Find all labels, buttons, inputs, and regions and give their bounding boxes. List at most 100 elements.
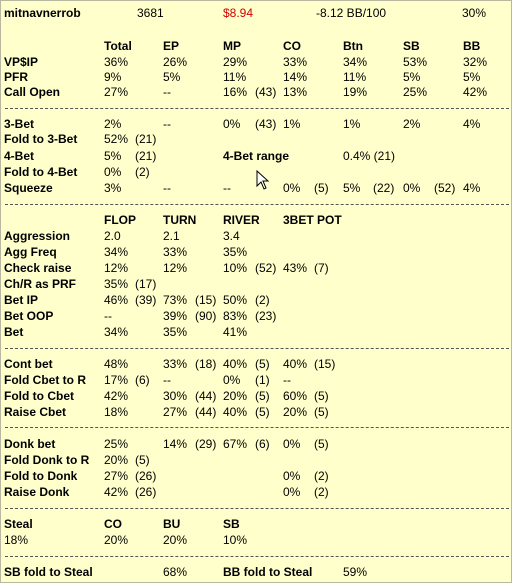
stat-sample: (17)	[135, 277, 157, 291]
col-header-3bet-pot: 3BET POT	[283, 213, 342, 227]
stat-cell: 36%	[104, 55, 129, 69]
col-header-ep: EP	[163, 39, 180, 53]
row-label-check-raise: Check raise	[4, 261, 72, 275]
stat-sample: (6)	[135, 373, 150, 387]
stat-cell: 17%	[104, 373, 129, 387]
vpip-summary: 30%	[462, 6, 487, 20]
stat-cell: 35%	[104, 277, 129, 291]
stat-cell: 16%	[223, 85, 248, 99]
stat-cell: --	[283, 373, 291, 387]
stat-cell: 12%	[163, 261, 188, 275]
stat-cell: 20%	[223, 389, 248, 403]
stat-cell: 42%	[463, 85, 488, 99]
stat-sample: (2)	[135, 165, 150, 179]
stat-cell: 0%	[104, 165, 122, 179]
row-label-fold-to-4bet: Fold to 4-Bet	[4, 165, 78, 179]
stat-cell: 60%	[283, 389, 308, 403]
row-label-bet: Bet	[4, 325, 24, 339]
stat-cell: 1%	[283, 117, 301, 131]
stat-cell: 3%	[104, 181, 122, 195]
stat-sample: (5)	[314, 389, 329, 403]
stat-cell: 43%	[283, 261, 308, 275]
stat-cell: 33%	[163, 245, 188, 259]
row-label-agg-freq: Agg Freq	[4, 245, 57, 259]
col-header-sb: SB	[403, 39, 420, 53]
stat-sample: (43)	[255, 85, 277, 99]
row-label-fold-to-3bet: Fold to 3-Bet	[4, 132, 78, 146]
stat-sample: (21)	[135, 132, 157, 146]
stat-cell: 41%	[223, 325, 248, 339]
stat-cell: 18%	[4, 533, 29, 547]
divider	[5, 204, 509, 205]
row-label-steal: Steal	[4, 517, 33, 531]
row-label-pfr: PFR	[4, 70, 28, 84]
stat-cell: --	[163, 117, 171, 131]
stat-sample: (44)	[195, 405, 217, 419]
stat-cell: 10%	[223, 261, 248, 275]
row-label-fold-to-cbet: Fold to Cbet	[4, 389, 74, 403]
stat-cell: 59%	[343, 565, 368, 579]
mouse-cursor-icon	[256, 170, 270, 190]
stat-sample: (23)	[255, 309, 277, 323]
stat-cell: 34%	[343, 55, 368, 69]
stat-sample: (15)	[195, 293, 217, 307]
row-label-donk-bet: Donk bet	[4, 437, 56, 451]
stat-sample: (15)	[314, 357, 336, 371]
stat-cell: --	[104, 309, 112, 323]
col-header-turn: TURN	[163, 213, 197, 227]
col-header-mp: MP	[223, 39, 241, 53]
stat-cell: 42%	[104, 389, 129, 403]
stat-sample: (26)	[135, 469, 157, 483]
stat-cell: 40%	[223, 405, 248, 419]
stat-cell: 39%	[163, 309, 188, 323]
winnings: $8.94	[223, 6, 254, 20]
stat-sample: (44)	[195, 389, 217, 403]
row-label-bet-ip: Bet IP	[4, 293, 39, 307]
stat-cell: 50%	[223, 293, 248, 307]
stat-cell: --	[163, 181, 171, 195]
stat-cell: --	[163, 85, 171, 99]
divider	[5, 556, 509, 557]
stat-sample: (39)	[135, 293, 157, 307]
hands-count: 3681	[137, 6, 164, 20]
stat-cell: 0%	[283, 485, 301, 499]
row-label-vpip: VP$IP	[4, 55, 39, 69]
stat-sample: (7)	[314, 261, 329, 275]
stat-sample: (26)	[135, 485, 157, 499]
stat-cell: 2.1	[163, 229, 180, 243]
stat-cell: 26%	[163, 55, 188, 69]
stat-cell: 25%	[403, 85, 428, 99]
row-label-fold-donk-to-r: Fold Donk to R	[4, 453, 90, 467]
stat-sample: (1)	[255, 373, 270, 387]
stat-cell: 11%	[223, 70, 247, 84]
stat-cell: 1%	[343, 117, 361, 131]
col-header-flop: FLOP	[104, 213, 136, 227]
row-label-bet-oop: Bet OOP	[4, 309, 54, 323]
stat-cell: 27%	[104, 85, 129, 99]
stat-cell: 40%	[283, 357, 308, 371]
stat-cell: 20%	[163, 533, 188, 547]
stat-cell: 20%	[283, 405, 308, 419]
row-label-sb-fold-to-steal: SB fold to Steal	[4, 565, 93, 579]
row-label-4bet-range: 4-Bet range	[223, 149, 290, 163]
stat-cell: --	[163, 373, 171, 387]
row-label-aggression: Aggression	[4, 229, 71, 243]
stat-cell: 29%	[223, 55, 248, 69]
stat-sample: (2)	[314, 469, 329, 483]
row-label-fold-to-donk: Fold to Donk	[4, 469, 78, 483]
stat-cell: 32%	[463, 55, 488, 69]
stat-cell: 14%	[283, 70, 308, 84]
stat-cell: 35%	[163, 325, 188, 339]
stat-sample: (5)	[255, 357, 270, 371]
stat-sample: (2)	[255, 293, 270, 307]
stat-sample: (5)	[135, 453, 150, 467]
stat-cell: 0%	[283, 469, 301, 483]
col-header-steal-bu: BU	[163, 517, 181, 531]
stat-sample: (5)	[314, 405, 329, 419]
stat-sample: (43)	[255, 117, 277, 131]
stat-cell: 35%	[223, 245, 248, 259]
stat-cell: 14%	[163, 437, 188, 451]
stat-cell: 53%	[403, 55, 428, 69]
row-label-squeeze: Squeeze	[4, 181, 53, 195]
